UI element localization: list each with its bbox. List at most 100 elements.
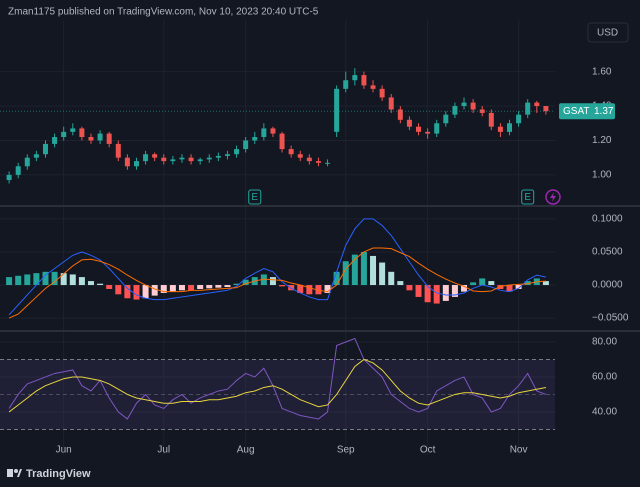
candle-body — [470, 102, 476, 110]
dividend-icon — [545, 189, 561, 205]
histogram-bar — [42, 271, 49, 286]
histogram-bar — [115, 285, 122, 295]
candle-body — [6, 174, 12, 181]
histogram-bar — [315, 285, 322, 295]
histogram-bar — [51, 271, 58, 286]
candle-body — [106, 133, 112, 144]
header-title: Zman1175 published on TradingView.com, N… — [8, 7, 319, 18]
histogram-bar — [169, 285, 176, 292]
histogram-bar — [451, 285, 458, 297]
candle-body — [497, 126, 503, 132]
candle-body — [170, 159, 176, 162]
histogram-bar — [342, 261, 349, 286]
candle-body — [325, 162, 331, 164]
histogram-bar — [197, 285, 204, 289]
candle-body — [52, 137, 58, 144]
last-price-box — [559, 103, 615, 120]
histogram-bar — [397, 281, 404, 286]
y-tick-label: 0.0500 — [592, 247, 623, 258]
histogram-bar — [78, 277, 85, 286]
candle-body — [425, 131, 431, 134]
histogram-bar — [106, 285, 113, 289]
histogram-bar — [333, 271, 340, 286]
histogram-bar — [370, 255, 377, 286]
histogram-bar — [442, 285, 449, 301]
histogram-bar — [151, 285, 158, 296]
candle-body — [234, 149, 240, 155]
y-tick-label: 60.00 — [592, 372, 617, 383]
x-tick-label: Nov — [510, 445, 528, 456]
histogram-bar — [6, 277, 13, 286]
candle-body — [97, 133, 103, 141]
histogram-bar — [542, 281, 549, 286]
candle-body — [24, 157, 30, 167]
candle-body — [79, 128, 85, 138]
currency-box[interactable] — [587, 22, 629, 43]
event-label: E — [524, 192, 531, 203]
candle-body — [206, 157, 212, 160]
series-line — [8, 337, 547, 420]
candle-body — [152, 154, 158, 158]
candle-body — [70, 128, 76, 132]
candle-body — [297, 154, 303, 158]
histogram-bar — [288, 285, 295, 291]
histogram-bar — [479, 278, 486, 286]
x-tick-label: Aug — [237, 445, 255, 456]
histogram-bar — [506, 285, 513, 292]
histogram-bar — [433, 285, 440, 304]
histogram-bar — [233, 283, 240, 286]
candle-body — [361, 75, 367, 86]
candle-body — [179, 157, 185, 160]
histogram-bar — [406, 285, 413, 291]
event-label: E — [251, 192, 258, 203]
candle-body — [434, 123, 440, 134]
candle-body — [161, 157, 167, 162]
event-marker — [521, 189, 535, 205]
candle-body — [224, 154, 230, 156]
histogram-bar — [324, 285, 331, 293]
histogram-bar — [379, 262, 386, 286]
histogram-bar — [142, 285, 149, 299]
candle-body — [461, 102, 467, 107]
histogram-bar — [15, 275, 22, 286]
candle-body — [315, 161, 321, 163]
histogram-bar — [215, 285, 222, 288]
candle-body — [416, 126, 422, 132]
candle-body — [507, 123, 513, 132]
dividend-icon — [550, 192, 556, 202]
histogram-bar — [260, 274, 267, 286]
histogram-bar — [306, 285, 313, 295]
candle-body — [534, 102, 540, 107]
candle-body — [215, 155, 221, 158]
series-line — [8, 247, 546, 319]
y-tick-label: −0.0500 — [592, 313, 629, 324]
candle-body — [61, 131, 67, 138]
histogram-bar — [188, 285, 195, 291]
histogram-bar — [279, 285, 286, 287]
candle-body — [334, 88, 340, 132]
histogram-bar — [470, 282, 477, 286]
candle-body — [488, 112, 494, 127]
histogram-bar — [160, 285, 167, 293]
y-tick-label: 1.00 — [592, 170, 612, 181]
currency[interactable]: USD — [597, 28, 618, 39]
logo — [7, 469, 22, 477]
histogram-bar — [60, 273, 67, 286]
histogram-bar — [515, 285, 522, 289]
event-marker — [248, 189, 262, 205]
histogram-bar — [206, 285, 213, 289]
candle-body — [370, 85, 376, 89]
y-tick-label: 0.1000 — [592, 214, 623, 225]
histogram-bar — [97, 283, 104, 286]
candle-body — [33, 154, 39, 158]
histogram-bar — [69, 274, 76, 286]
candle-body — [15, 166, 21, 175]
candle-body — [188, 157, 194, 162]
candle-body — [397, 109, 403, 120]
candle-body — [270, 128, 276, 134]
candle-body — [252, 137, 258, 141]
histogram-bar — [497, 285, 504, 289]
